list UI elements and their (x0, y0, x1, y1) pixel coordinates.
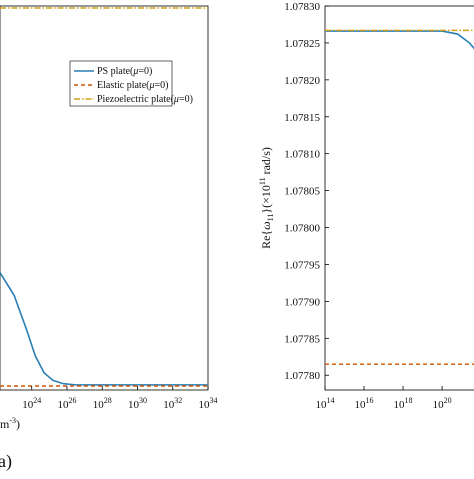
left-axes-frame (0, 5, 209, 391)
right-y-tick-label: 1.07825 (284, 38, 320, 50)
right-y-tick-label: 1.07785 (284, 333, 320, 345)
right-y-tick-label: 1.07780 (284, 370, 320, 382)
right-axes-frame (324, 5, 474, 391)
right-series-line-0 (325, 30, 474, 50)
left-x-ticks: 1024 1026 1028 1030 1032 1034 (22, 386, 218, 411)
right-y-ticks: 1.07830 1.07825 1.07820 1.07815 1.07810 1.078… (284, 1, 329, 382)
right-y-tick-label: 1.07830 (284, 1, 320, 13)
right-y-tick-label: 1.07820 (284, 75, 320, 87)
right-y-tick-label: 1.07795 (284, 259, 320, 271)
right-panel: 1.07830 1.07825 1.07820 1.07815 1.07810 1.078… (258, 1, 474, 411)
legend: PS plate(μ=0) Elastic plate(μ=0) Piezoel… (69, 60, 193, 107)
right-y-tick-label: 1.07815 (284, 112, 320, 124)
left-series-group (0, 7, 208, 387)
right-x-tick-label: 1014 (316, 396, 335, 411)
left-x-tick-label: 1030 (128, 396, 147, 411)
right-y-tick-label: 1.07810 (284, 149, 320, 161)
left-series-line-0 (0, 272, 208, 386)
left-panel: 1024 1026 1028 1030 1032 1034 PS plate(μ=0) E… (0, 5, 218, 472)
right-x-tick-label: 1016 (355, 396, 374, 411)
right-y-tick-label: 1.07800 (284, 223, 320, 235)
legend-label-elastic: Elastic plate(μ=0) (97, 80, 169, 91)
right-x-tick-label: 1018 (394, 396, 413, 411)
left-x-tick-label: 1032 (163, 396, 182, 411)
left-x-tick-label: 1034 (199, 396, 218, 411)
right-y-axis-label: Re{ω11}(×1011 rad/s) (258, 147, 275, 249)
right-y-tick-label: 1.07805 (284, 186, 320, 198)
left-x-tick-label: 1024 (22, 396, 41, 411)
right-x-tick-label: 1020 (433, 396, 452, 411)
right-y-tick-label: 1.07790 (284, 296, 320, 308)
right-series-group (325, 29, 474, 365)
legend-label-piezo: Piezoelectric plate(μ=0) (97, 94, 193, 105)
left-x-tick-label: 1028 (93, 396, 112, 411)
left-x-axis-label: m-3) (0, 416, 20, 431)
panel-label-a: a) (0, 451, 12, 472)
legend-label-ps: PS plate(μ=0) (97, 66, 152, 77)
right-x-ticks: 1014 1016 1018 1020 (316, 386, 452, 411)
left-x-tick-label: 1026 (57, 396, 76, 411)
